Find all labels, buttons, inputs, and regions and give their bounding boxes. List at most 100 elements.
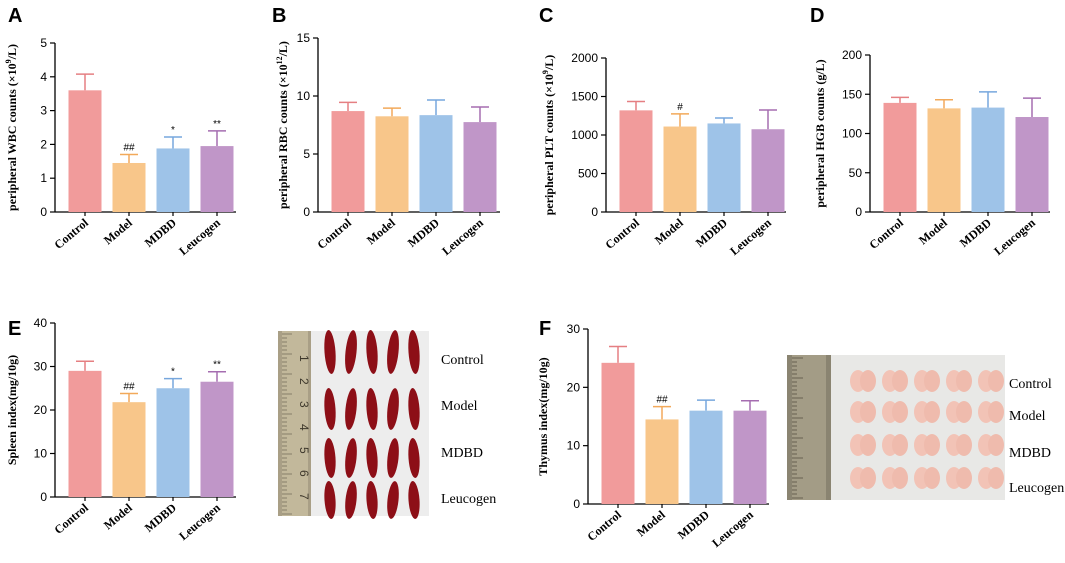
- bar-model: [663, 126, 697, 212]
- bar-mdbd: [156, 148, 190, 212]
- bar-mdbd: [419, 115, 453, 212]
- ruler-number: 3: [297, 401, 311, 408]
- panel-label: A: [8, 5, 22, 27]
- y-axis-label: Thymus index(mg/10g): [536, 357, 550, 475]
- spleen-organ: [345, 481, 357, 519]
- bar-leucogen: [200, 381, 234, 497]
- y-tick-label: 10: [567, 439, 581, 453]
- thymus-lobe: [956, 434, 972, 456]
- photo-group-label: Model: [1009, 409, 1046, 424]
- y-tick-label: 0: [855, 205, 862, 219]
- bar-control: [68, 370, 102, 497]
- panel-label: C: [539, 5, 553, 27]
- ruler-number: 5: [297, 447, 311, 454]
- x-tick-label: MDBD: [142, 500, 179, 535]
- bar-leucogen: [751, 129, 785, 212]
- photo-group-label: Model: [441, 399, 478, 414]
- bar-control: [331, 111, 365, 212]
- chart-panel-c: C 0 500 1000 1500 2000 peripheral PLT counts (…: [539, 5, 786, 258]
- x-tick-label: Control: [51, 215, 91, 252]
- y-tick-label: 150: [842, 87, 862, 101]
- y-tick-label: 100: [842, 127, 862, 141]
- thymus-lobe: [988, 370, 1004, 392]
- bar-mdbd: [689, 410, 723, 504]
- bar-mdbd: [971, 107, 1005, 212]
- spleen-organ: [345, 330, 357, 374]
- x-tick-label: Model: [916, 215, 951, 247]
- thymus-lobe: [924, 370, 940, 392]
- spleen-organ: [366, 481, 378, 519]
- spleen-photo: 1 2 3 4 5 6 7: [278, 330, 429, 519]
- ruler-number: 6: [297, 470, 311, 477]
- x-tick-label: Leucogen: [991, 215, 1038, 258]
- x-tick-label: Leucogen: [176, 500, 223, 543]
- y-tick-label: 5: [40, 36, 47, 50]
- spleen-organ: [387, 438, 399, 478]
- x-tick-label: MDBD: [142, 215, 179, 250]
- bar-mdbd: [156, 388, 190, 497]
- thymus-lobe: [924, 434, 940, 456]
- thymus-lobe: [892, 370, 908, 392]
- ruler-number: 7: [297, 493, 311, 500]
- panel-label: D: [810, 5, 824, 27]
- y-tick-label: 2000: [571, 51, 598, 65]
- y-tick-label: 1000: [571, 128, 598, 142]
- x-tick-label: Model: [101, 215, 136, 247]
- x-tick-label: Model: [101, 500, 136, 532]
- y-tick-label: 5: [303, 147, 310, 161]
- thymus-lobe: [860, 401, 876, 423]
- spleen-organ: [366, 388, 378, 430]
- y-tick-label: 10: [297, 89, 311, 103]
- chart-panel-a: A 0 1 2 3 4 5 peripheral WBC counts (×109/L) Con…: [4, 5, 236, 258]
- bar-leucogen: [463, 122, 497, 212]
- bar-model: [927, 108, 961, 212]
- ruler-number: 4: [297, 424, 311, 431]
- spleen-organ: [387, 388, 399, 430]
- x-tick-label: Control: [51, 500, 91, 537]
- x-tick-label: Leucogen: [727, 215, 774, 258]
- x-tick-label: Leucogen: [709, 507, 756, 550]
- bar-model: [375, 116, 409, 212]
- x-tick-label: MDBD: [693, 215, 730, 250]
- chart-panel-b: B 0 5 10 15 peripheral RBC counts (×1012/L) Co…: [272, 5, 500, 258]
- photo-group-label: Control: [1009, 377, 1052, 392]
- bar-leucogen: [1015, 117, 1049, 212]
- y-tick-label: 0: [591, 205, 598, 219]
- y-tick-label: 2: [40, 137, 47, 151]
- y-axis-label: peripheral PLT counts (×109/L): [541, 55, 556, 216]
- significance-marker: *: [171, 125, 175, 136]
- y-tick-label: 0: [573, 497, 580, 511]
- bar-control: [601, 362, 635, 504]
- bar-model: [112, 402, 146, 497]
- spleen-organ: [408, 388, 420, 430]
- thymus-lobe: [988, 467, 1004, 489]
- y-tick-label: 20: [34, 403, 48, 417]
- y-tick-label: 0: [40, 205, 47, 219]
- ruler-number: 2: [297, 378, 311, 385]
- thymus-lobe: [924, 401, 940, 423]
- chart-panel-d: D 0 50 100 150 200 peripheral HGB counts (g/L)…: [810, 5, 1050, 258]
- spleen-organ: [324, 330, 336, 374]
- photo-group-label: Leucogen: [441, 492, 496, 507]
- thymus-lobe: [956, 370, 972, 392]
- thymus-lobe: [892, 401, 908, 423]
- thymus-lobe: [956, 467, 972, 489]
- y-tick-label: 0: [303, 205, 310, 219]
- thymus-lobe: [924, 467, 940, 489]
- thymus-lobe: [988, 434, 1004, 456]
- photo-group-label: Leucogen: [1009, 481, 1064, 496]
- spleen-organ: [324, 481, 336, 519]
- thymus-photo: [787, 355, 1005, 500]
- panel-label: B: [272, 5, 286, 27]
- y-axis-label: peripheral RBC counts (×1012/L): [275, 41, 290, 209]
- y-tick-label: 4: [40, 70, 47, 84]
- significance-marker: ##: [123, 143, 135, 154]
- bar-control: [883, 102, 917, 212]
- y-tick-label: 1500: [571, 90, 598, 104]
- y-tick-label: 50: [849, 166, 863, 180]
- x-tick-label: Model: [364, 215, 399, 247]
- y-tick-label: 40: [34, 316, 48, 330]
- significance-marker: ##: [123, 381, 135, 392]
- y-tick-label: 20: [567, 380, 581, 394]
- y-tick-label: 3: [40, 104, 47, 118]
